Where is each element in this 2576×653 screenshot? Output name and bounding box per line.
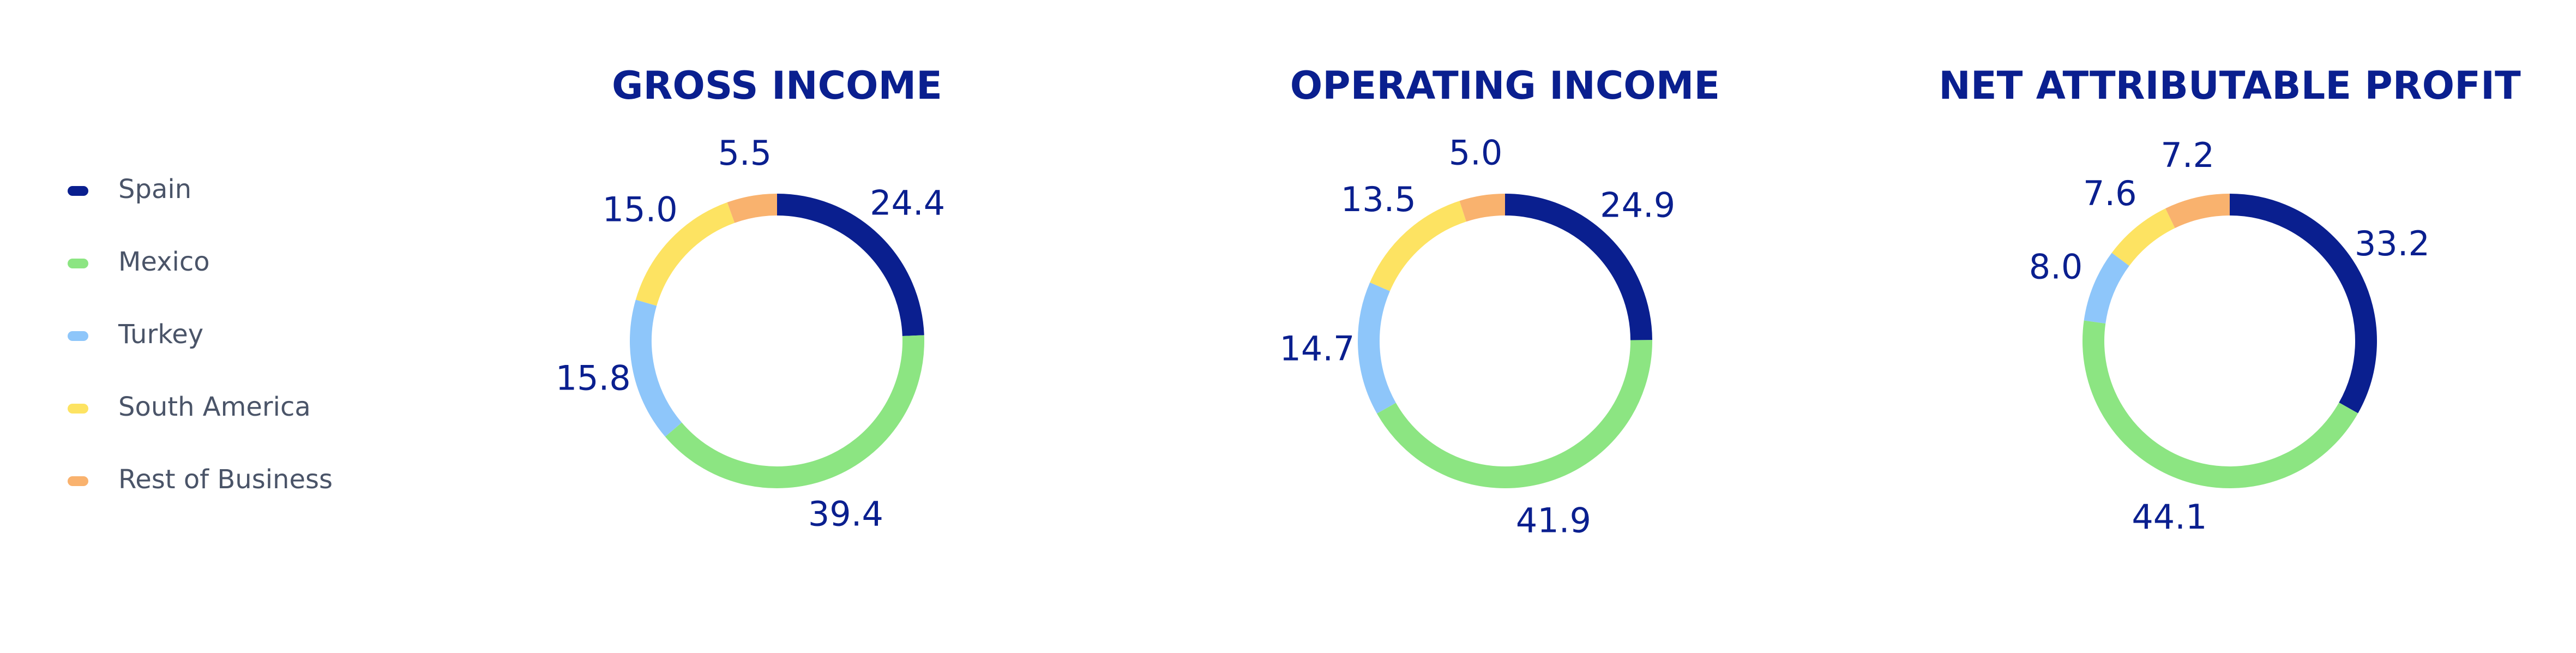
data-label: 5.0 bbox=[1449, 133, 1503, 172]
data-label: 14.7 bbox=[1279, 329, 1355, 369]
legend-swatch bbox=[68, 404, 88, 414]
legend-label: South America bbox=[118, 392, 311, 422]
donut-segment bbox=[1377, 340, 1653, 489]
data-label: 24.9 bbox=[1600, 185, 1675, 225]
donut-segment bbox=[630, 299, 682, 437]
data-label: 15.0 bbox=[603, 190, 678, 230]
legend-swatch bbox=[68, 476, 88, 486]
data-label: 44.1 bbox=[2132, 497, 2207, 537]
data-label: 39.4 bbox=[808, 494, 883, 534]
donut-segment bbox=[2165, 194, 2230, 229]
legend-label: Spain bbox=[118, 174, 191, 205]
data-label: 24.4 bbox=[870, 183, 945, 223]
chart-title: OPERATING INCOME bbox=[1290, 63, 1720, 108]
data-label: 33.2 bbox=[2355, 224, 2430, 263]
chart-title: NET ATTRIBUTABLE PROFIT bbox=[1939, 63, 2521, 108]
donut-segment bbox=[1459, 194, 1506, 222]
data-label: 13.5 bbox=[1341, 179, 1416, 219]
legend-label: Mexico bbox=[118, 247, 210, 277]
data-label: 7.6 bbox=[2083, 173, 2137, 213]
donut-segment bbox=[1504, 194, 1652, 340]
donut-segment bbox=[2111, 208, 2175, 266]
donut-segment bbox=[2083, 320, 2358, 488]
donut-segment bbox=[2084, 253, 2129, 324]
donut-segment bbox=[727, 194, 778, 223]
data-label: 15.8 bbox=[556, 358, 631, 398]
donut-segment bbox=[1370, 201, 1467, 291]
donut-segment bbox=[777, 194, 924, 337]
donut-segment bbox=[1358, 282, 1396, 414]
chart-title: GROSS INCOME bbox=[612, 63, 942, 108]
data-label: 8.0 bbox=[2029, 247, 2083, 287]
legend-swatch bbox=[68, 259, 88, 268]
legend-swatch bbox=[68, 331, 88, 341]
donut-segment bbox=[635, 202, 735, 306]
data-label: 5.5 bbox=[718, 133, 772, 173]
legend-label: Turkey bbox=[118, 319, 203, 350]
legend-label: Rest of Business bbox=[118, 464, 333, 495]
donut-segment bbox=[2229, 194, 2377, 414]
data-label: 41.9 bbox=[1516, 500, 1591, 540]
donut-segment bbox=[665, 335, 924, 488]
legend-swatch bbox=[68, 186, 88, 196]
data-label: 7.2 bbox=[2160, 135, 2214, 175]
